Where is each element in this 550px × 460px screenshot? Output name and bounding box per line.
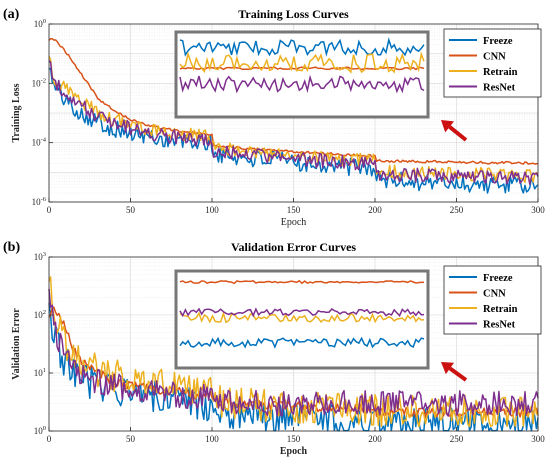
arrow-shaft: [448, 125, 468, 142]
y-tick-label: 10-2: [32, 77, 46, 88]
inset-frame: [174, 30, 430, 119]
x-tick-label: 0: [47, 205, 52, 215]
panel-label: (a): [3, 7, 20, 22]
inset-line-resnet: [179, 74, 425, 94]
y-tick-base: 10: [32, 78, 42, 88]
chart-panel-a: 0 50 100 150 200 250 30010-610-410-2100Trainin…: [3, 7, 545, 228]
y-tick-label: 103: [34, 251, 46, 262]
legend-label-resnet: ResNet: [483, 83, 516, 94]
y-tick-exponent: 0: [43, 18, 46, 25]
y-tick-label: 102: [34, 309, 46, 320]
inset-line-resnet: [179, 307, 425, 318]
x-axis-label: Epoch: [280, 446, 308, 457]
y-axis-label: Validation Error: [11, 308, 22, 380]
x-tick-label: 50: [126, 205, 136, 215]
x-tick-label: 50: [126, 434, 136, 444]
inset-line-cnn: [179, 279, 425, 285]
legend: Freeze CNN Retrain ResNet: [443, 265, 542, 335]
x-axis-label: Epoch: [281, 217, 307, 228]
arrow-icon: [441, 120, 468, 142]
series-group: [48, 38, 539, 194]
y-axis-label: Training Loss: [11, 83, 22, 142]
panel-label: (b): [3, 240, 20, 255]
y-tick-base: 10: [34, 310, 44, 320]
legend-label-resnet: ResNet: [483, 320, 516, 331]
x-tick-label: 0: [47, 434, 52, 444]
y-tick-base: 10: [34, 368, 44, 378]
legend-label-cnn: CNN: [483, 52, 506, 63]
arrow-head: [441, 362, 455, 375]
inset-frame: [174, 269, 430, 370]
x-tick-label: 150: [287, 205, 301, 215]
y-tick-label: 101: [34, 367, 46, 378]
inset-line-cnn: [179, 66, 425, 71]
series-line-retrain: [48, 276, 539, 428]
y-tick-base: 10: [34, 19, 44, 29]
series-group: [48, 276, 539, 432]
x-tick-label: 250: [450, 434, 464, 444]
x-tick-label: 300: [531, 205, 545, 215]
legend-label-retrain: Retrain: [483, 67, 518, 78]
y-tick-exponent: 3: [43, 251, 46, 258]
y-tick-base: 10: [32, 197, 42, 207]
legend-label-freeze: Freeze: [483, 273, 513, 284]
inset-line-retrain: [179, 51, 425, 74]
series-line-resnet: [48, 60, 539, 185]
y-tick-label: 10-4: [32, 137, 47, 148]
series-line-cnn: [48, 38, 539, 165]
y-tick-exponent: 1: [43, 367, 46, 374]
inset-zoom: [174, 30, 430, 119]
inset-background: [176, 271, 428, 368]
y-tick-exponent: -2: [41, 77, 46, 84]
x-tick-label: 200: [368, 205, 382, 215]
arrow-shaft: [448, 366, 468, 382]
arrow-icon: [441, 362, 468, 382]
y-tick-label: 10-6: [32, 196, 47, 207]
chart-title: Training Loss Curves: [238, 7, 349, 21]
legend-label-cnn: CNN: [483, 289, 506, 300]
x-tick-label: 100: [205, 205, 219, 215]
x-tick-label: 300: [531, 434, 545, 444]
y-tick-base: 10: [34, 252, 44, 262]
inset-line-retrain: [179, 311, 425, 324]
arrow-head: [441, 120, 454, 133]
y-tick-exponent: 2: [43, 309, 46, 316]
y-tick-label: 100: [34, 18, 46, 29]
x-tick-label: 200: [368, 434, 382, 444]
inset-zoom: [174, 269, 430, 370]
chart-title: Validation Error Curves: [231, 240, 356, 254]
legend-label-freeze: Freeze: [483, 36, 513, 47]
chart-panel-b: 0 50 100 150 200 250 300100101102103Validation…: [3, 240, 545, 457]
inset-line-freeze: [179, 37, 425, 57]
legend-label-retrain: Retrain: [483, 304, 518, 315]
y-tick-base: 10: [32, 138, 42, 148]
inset-line-freeze: [179, 336, 425, 349]
x-tick-label: 250: [450, 205, 464, 215]
y-tick-exponent: -6: [41, 196, 47, 203]
y-tick-label: 100: [34, 425, 46, 436]
y-tick-base: 10: [34, 426, 44, 436]
legend: Freeze CNN Retrain ResNet: [443, 28, 542, 98]
x-tick-label: 100: [205, 434, 219, 444]
y-tick-exponent: -4: [41, 137, 47, 144]
x-tick-label: 150: [287, 434, 301, 444]
series-line-resnet: [48, 288, 539, 417]
y-tick-exponent: 0: [43, 425, 46, 432]
